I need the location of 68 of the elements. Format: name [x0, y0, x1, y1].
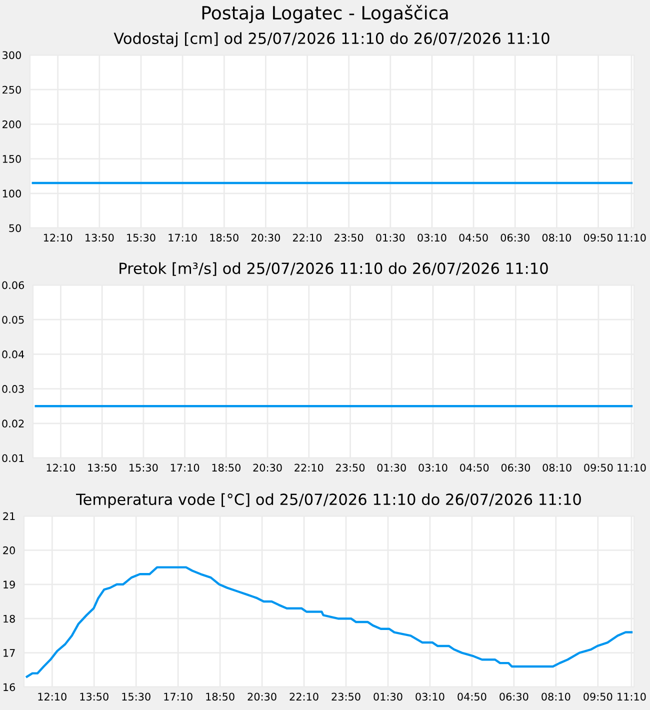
x-tick-label: 20:30 — [248, 692, 276, 701]
x-tick-label: 08:10 — [542, 692, 570, 701]
x-tick-label: 17:10 — [170, 464, 200, 472]
x-tick-label: 15:30 — [127, 234, 156, 242]
x-tick-label: 08:10 — [542, 464, 572, 472]
y-tick-label: 0.01 — [2, 454, 24, 462]
x-tick-label: 20:30 — [253, 464, 282, 472]
x-tick-label: 13:50 — [80, 692, 108, 701]
chart-subtitle: Vodostaj [cm] od 25/07/2026 11:10 do 26/07/2026 11:10 — [114, 32, 550, 48]
x-tick-label: 15:30 — [130, 464, 158, 472]
x-tick-label: 03:10 — [418, 234, 446, 242]
x-tick-label: 15:30 — [122, 692, 150, 701]
line-series — [26, 566, 633, 678]
x-tick-label: 13:50 — [88, 464, 116, 472]
y-tick-label: 100 — [2, 190, 21, 198]
x-tick-label: 22:10 — [290, 692, 318, 701]
x-tick-label: 01:30 — [377, 464, 406, 472]
x-tick-label: 11:10 — [618, 692, 646, 701]
y-tick-label: 0.06 — [2, 281, 24, 290]
x-tick-label: 01:30 — [376, 234, 405, 242]
y-tick-label: 16 — [4, 683, 16, 692]
x-tick-label: 01:30 — [374, 692, 402, 701]
x-tick-label: 04:50 — [460, 464, 489, 472]
x-tick-label: 23:50 — [334, 234, 364, 242]
x-tick-label: 17:10 — [164, 692, 192, 701]
x-tick-label: 18:50 — [206, 692, 234, 701]
y-tick-label: 50 — [9, 224, 21, 232]
x-tick-label: 22:10 — [294, 464, 324, 472]
y-tick-label: 19 — [4, 580, 15, 589]
chart-title: Temperatura vode [°C] od 25/07/2026 11:10 do 26/07/2026 11:10 — [76, 493, 581, 508]
y-tick-label: 20 — [3, 546, 15, 554]
x-tick-label: 06:30 — [500, 692, 528, 701]
chart-title: Postaja Logatec - Logaščica — [202, 4, 448, 24]
x-tick-label: 18:50 — [210, 234, 238, 242]
x-tick-label: 04:50 — [458, 692, 486, 701]
y-tick-label: 21 — [3, 512, 15, 520]
x-tick-label: 12:10 — [38, 692, 66, 701]
x-tick-label: 18:50 — [212, 464, 240, 472]
x-tick-label: 12:10 — [44, 234, 72, 242]
x-tick-label: 06:30 — [500, 234, 530, 242]
x-tick-label: 09:50 — [584, 692, 612, 701]
x-tick-label: 22:10 — [293, 234, 322, 242]
x-tick-label: 17:10 — [168, 234, 197, 242]
x-tick-label: 12:10 — [46, 464, 76, 472]
x-tick-label: 09:50 — [584, 234, 613, 242]
y-tick-label: 0.02 — [2, 420, 24, 428]
x-tick-label: 03:10 — [416, 692, 444, 701]
y-tick-label: 300 — [2, 51, 21, 60]
y-tick-label: 17 — [4, 649, 15, 657]
x-tick-label: 06:30 — [501, 464, 530, 472]
x-tick-label: 04:50 — [459, 234, 488, 242]
y-tick-label: 200 — [2, 120, 21, 128]
x-tick-label: 11:10 — [618, 234, 646, 242]
x-tick-label: 20:30 — [251, 234, 280, 242]
y-tick-label: 150 — [2, 155, 21, 163]
x-tick-label: 23:50 — [336, 464, 365, 472]
chart-title: Pretok [m³/s] od 25/07/2026 11:10 do 26/07/2026 11:10 — [120, 262, 548, 276]
y-tick-label: 0.05 — [2, 316, 24, 324]
y-tick-label: 250 — [2, 86, 21, 94]
x-tick-label: 23:50 — [332, 692, 360, 701]
y-tick-label: 0.03 — [2, 385, 24, 393]
x-tick-label: 08:10 — [542, 234, 571, 242]
x-tick-label: 13:50 — [86, 234, 114, 242]
x-tick-label: 11:10 — [618, 464, 646, 472]
y-tick-label: 18 — [4, 614, 15, 623]
x-tick-label: 09:50 — [584, 464, 613, 472]
y-tick-label: 0.04 — [2, 350, 24, 358]
x-tick-label: 03:10 — [418, 464, 448, 472]
